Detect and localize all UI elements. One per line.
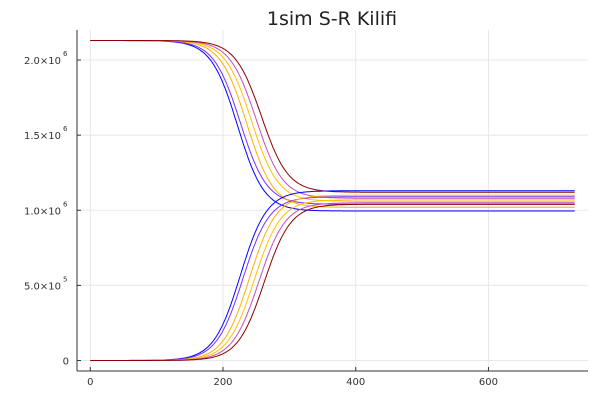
x-tick-label: 0 (87, 377, 93, 388)
y-tick-label: 1.5×10 (24, 131, 61, 142)
y-tick-label: 0 (63, 356, 69, 367)
chart-title: 1sim S-R Kilifi (267, 8, 397, 30)
susceptible-series-line-0 (90, 40, 575, 212)
y-tick-label: 2.0×10 (24, 56, 61, 67)
susceptible-series-line-5 (90, 40, 575, 193)
recovered-series-line-8 (90, 194, 575, 361)
x-tick-label: 600 (479, 377, 498, 388)
y-tick-label: 5.0×10 (24, 281, 61, 292)
y-tick-exponent: 6 (63, 50, 68, 58)
x-tick-label: 400 (346, 377, 365, 388)
recovered-series-line-9 (90, 199, 575, 361)
susceptible-series-line-4 (90, 40, 575, 199)
susceptible-series-line-1 (90, 40, 575, 205)
susceptible-series-line-2 (90, 40, 575, 208)
axes (76, 30, 588, 372)
recovered-series-line-6 (90, 190, 575, 361)
y-tick-exponent: 6 (63, 200, 68, 208)
recovered-series-line-10 (90, 202, 575, 361)
x-tick-label: 200 (213, 377, 232, 388)
y-tick-exponent: 5 (63, 275, 67, 283)
y-tick-exponent: 6 (63, 125, 68, 133)
recovered-series-line-11 (90, 203, 575, 361)
y-tick-label: 1.0×10 (24, 206, 61, 217)
recovered-series-line-7 (90, 196, 575, 361)
series-lines (90, 40, 575, 361)
susceptible-series-line-3 (90, 40, 575, 202)
